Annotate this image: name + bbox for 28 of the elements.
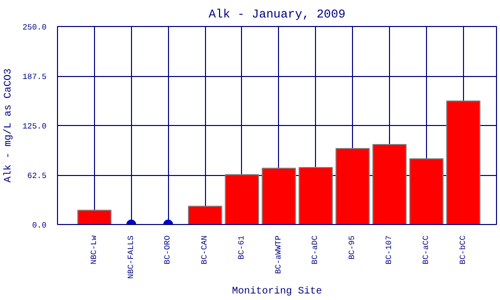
- bar: [224, 174, 260, 224]
- y-axis-title: Alk - mg/L as CaCO3: [2, 68, 14, 183]
- x-tick-label: BC-CAN: [200, 235, 210, 264]
- y-tick-label: 0.0: [32, 222, 47, 230]
- y-tick-label: 250.0: [22, 24, 47, 32]
- x-axis-title: Monitoring Site: [232, 286, 322, 298]
- y-tick-label: 187.5: [22, 73, 47, 82]
- x-tick-label: BC-95: [348, 235, 358, 260]
- x-tick-label: NBC-FALLS: [126, 235, 136, 279]
- x-tick-label: BC-bCC: [458, 235, 468, 264]
- bar: [262, 168, 296, 224]
- bar: [336, 148, 370, 224]
- bar: [298, 166, 333, 224]
- bar: [188, 206, 222, 224]
- bar: [446, 100, 480, 224]
- x-tick-label: BC-aDC: [311, 235, 320, 264]
- chart-title: Alk - January, 2009: [208, 8, 346, 22]
- x-tick-label: NBC-Lw: [90, 235, 99, 264]
- x-tick-label: BC-61: [237, 235, 246, 260]
- x-tick-label: BC-aCC: [422, 235, 431, 264]
- x-tick-label: BC-ORO: [164, 235, 173, 264]
- x-tick-label: BC-107: [385, 235, 394, 264]
- x-tick-label: BC-aWWTP: [274, 235, 284, 274]
- bar: [77, 210, 112, 224]
- bar: [409, 158, 444, 224]
- y-tick-label: 62.5: [27, 172, 47, 181]
- y-tick-label: 125.0: [22, 122, 47, 132]
- bar: [372, 144, 407, 224]
